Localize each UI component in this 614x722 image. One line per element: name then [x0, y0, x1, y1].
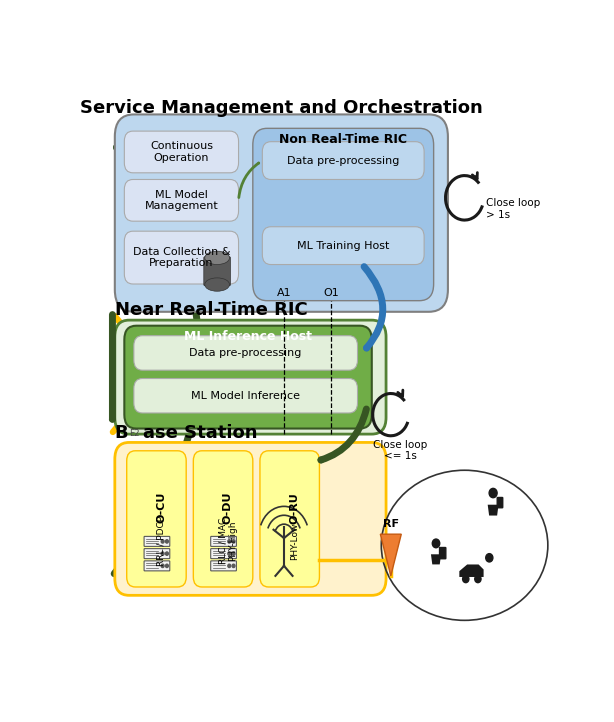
- FancyArrowPatch shape: [364, 266, 383, 348]
- FancyBboxPatch shape: [193, 451, 253, 587]
- FancyBboxPatch shape: [144, 549, 170, 559]
- Text: O-CU: O-CU: [156, 492, 166, 523]
- FancyBboxPatch shape: [260, 451, 319, 587]
- Circle shape: [228, 564, 231, 567]
- Text: A1: A1: [276, 288, 291, 298]
- FancyBboxPatch shape: [497, 497, 503, 508]
- FancyBboxPatch shape: [124, 180, 238, 221]
- Circle shape: [432, 539, 440, 548]
- Text: O1: O1: [324, 288, 339, 298]
- Text: E2: E2: [129, 429, 139, 438]
- Text: B: B: [115, 425, 128, 443]
- FancyBboxPatch shape: [253, 129, 433, 300]
- Circle shape: [475, 575, 481, 583]
- FancyBboxPatch shape: [262, 227, 424, 264]
- Text: Data pre-processing: Data pre-processing: [190, 348, 302, 358]
- Polygon shape: [459, 565, 484, 577]
- Polygon shape: [431, 554, 441, 565]
- Circle shape: [486, 554, 493, 562]
- Text: Data pre-processing: Data pre-processing: [287, 155, 400, 165]
- Text: Continuous
Operation: Continuous Operation: [150, 142, 213, 162]
- Circle shape: [462, 575, 469, 583]
- Circle shape: [161, 564, 164, 567]
- Text: O-RU: O-RU: [289, 492, 300, 523]
- FancyBboxPatch shape: [115, 114, 448, 312]
- Circle shape: [228, 552, 231, 555]
- Text: ML Model Inference: ML Model Inference: [191, 391, 300, 401]
- Circle shape: [166, 564, 168, 567]
- Ellipse shape: [204, 278, 230, 291]
- FancyBboxPatch shape: [115, 320, 386, 434]
- Circle shape: [228, 540, 231, 543]
- Polygon shape: [380, 534, 402, 576]
- Circle shape: [489, 488, 497, 497]
- Text: RF: RF: [383, 518, 399, 529]
- FancyBboxPatch shape: [440, 547, 446, 559]
- FancyBboxPatch shape: [115, 443, 386, 596]
- FancyBboxPatch shape: [211, 549, 236, 559]
- Text: Close loop
<= 1s: Close loop <= 1s: [373, 440, 427, 461]
- Circle shape: [232, 552, 235, 555]
- Text: RRL / PDCP: RRL / PDCP: [157, 516, 166, 566]
- Circle shape: [161, 552, 164, 555]
- Text: ML Training Host: ML Training Host: [297, 240, 389, 251]
- Text: O-DU: O-DU: [223, 492, 233, 524]
- FancyBboxPatch shape: [124, 131, 238, 173]
- FancyArrowPatch shape: [321, 409, 367, 460]
- Text: PHY-Low: PHY-Low: [290, 523, 299, 560]
- FancyArrowPatch shape: [113, 316, 139, 432]
- Circle shape: [161, 540, 164, 543]
- FancyBboxPatch shape: [144, 561, 170, 571]
- FancyBboxPatch shape: [144, 536, 170, 547]
- Text: RLC / MAC
PHY-High: RLC / MAC PHY-High: [218, 518, 238, 565]
- Text: ML Inference Host: ML Inference Host: [184, 329, 312, 342]
- FancyBboxPatch shape: [124, 231, 238, 284]
- FancyArrowPatch shape: [114, 147, 200, 574]
- Circle shape: [232, 540, 235, 543]
- FancyBboxPatch shape: [126, 451, 186, 587]
- FancyBboxPatch shape: [134, 378, 357, 413]
- FancyBboxPatch shape: [204, 257, 230, 286]
- Text: Non Real-Time RIC: Non Real-Time RIC: [279, 134, 407, 147]
- FancyBboxPatch shape: [211, 536, 236, 547]
- Text: Near Real-Time RIC: Near Real-Time RIC: [115, 301, 308, 319]
- FancyBboxPatch shape: [124, 326, 372, 429]
- FancyBboxPatch shape: [262, 142, 424, 180]
- FancyBboxPatch shape: [134, 336, 357, 370]
- Ellipse shape: [204, 251, 230, 264]
- Text: ML Model
Management: ML Model Management: [144, 190, 219, 211]
- Text: Data Collection &
Preparation: Data Collection & Preparation: [133, 247, 230, 269]
- FancyArrowPatch shape: [239, 163, 258, 198]
- Text: ase Station: ase Station: [144, 425, 258, 443]
- Circle shape: [166, 540, 168, 543]
- FancyBboxPatch shape: [211, 561, 236, 571]
- Circle shape: [166, 552, 168, 555]
- Text: Close loop
> 1s: Close loop > 1s: [486, 198, 540, 219]
- Circle shape: [232, 564, 235, 567]
- Text: Service Management and Orchestration: Service Management and Orchestration: [80, 99, 483, 117]
- Polygon shape: [488, 505, 499, 516]
